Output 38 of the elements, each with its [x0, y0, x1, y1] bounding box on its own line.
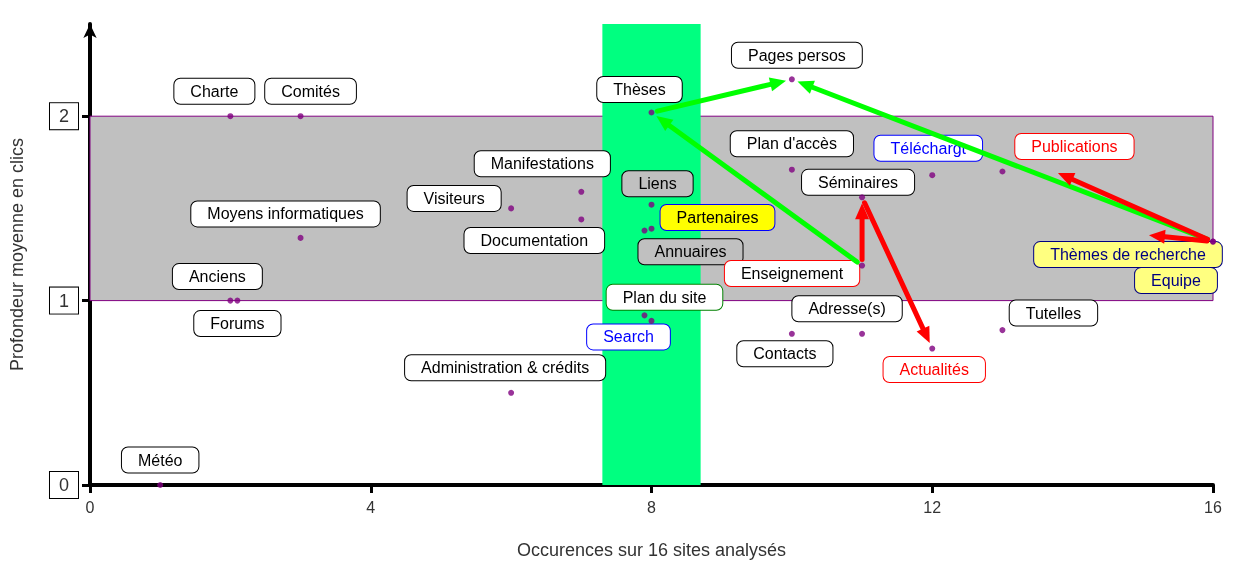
annotation: Equipe: [1151, 272, 1202, 290]
annotation: Plan du site: [622, 288, 707, 306]
annotation: Adresse(s): [808, 300, 886, 318]
annotation: Séminaires: [818, 173, 899, 191]
annotation: Thèmes de recherche: [1050, 246, 1206, 264]
x-tick-label: 4: [366, 498, 376, 516]
annotation: Forums: [210, 315, 265, 333]
annotation: Charte: [190, 82, 239, 100]
annotation: Tutelles: [1025, 304, 1082, 322]
annotation: Publications: [1031, 138, 1118, 156]
annotation: Visiteurs: [423, 189, 485, 207]
annotation: Manifestations: [490, 155, 594, 173]
x-tick-label: 0: [85, 498, 95, 516]
annotation: Téléchargt: [890, 139, 967, 157]
annotation: Partenaires: [676, 209, 759, 227]
x-axis-title: Occurences sur 16 sites analysés: [516, 540, 787, 560]
y-tick-label: 2: [58, 106, 69, 127]
annotation: Contacts: [753, 345, 817, 363]
x-tick-label: 12: [923, 498, 942, 516]
annotation: Plan d'accès: [746, 135, 837, 153]
annotation: Météo: [137, 451, 183, 469]
annotation: Enseignement: [740, 265, 844, 283]
x-tick-label: 8: [647, 498, 657, 516]
annotation: Search: [603, 328, 654, 346]
annotation: Documentation: [480, 231, 589, 249]
annotation: Annuaires: [654, 243, 727, 261]
annotation: Actualités: [899, 361, 969, 379]
y-tick-label: 1: [58, 290, 69, 311]
annotation: Liens: [638, 175, 677, 193]
annotation: Thèses: [613, 81, 666, 99]
x-tick-label: 16: [1204, 498, 1222, 516]
y-axis-title: Profondeur moyenne en clics: [7, 137, 27, 372]
y-tick-label: 0: [58, 475, 69, 495]
annotation: Moyens informatiques: [207, 205, 364, 223]
annotation: Anciens: [188, 268, 246, 286]
annotation: Administration & crédits: [421, 359, 590, 377]
annotation: Comités: [281, 82, 340, 100]
annotation: Pages persos: [747, 46, 846, 64]
